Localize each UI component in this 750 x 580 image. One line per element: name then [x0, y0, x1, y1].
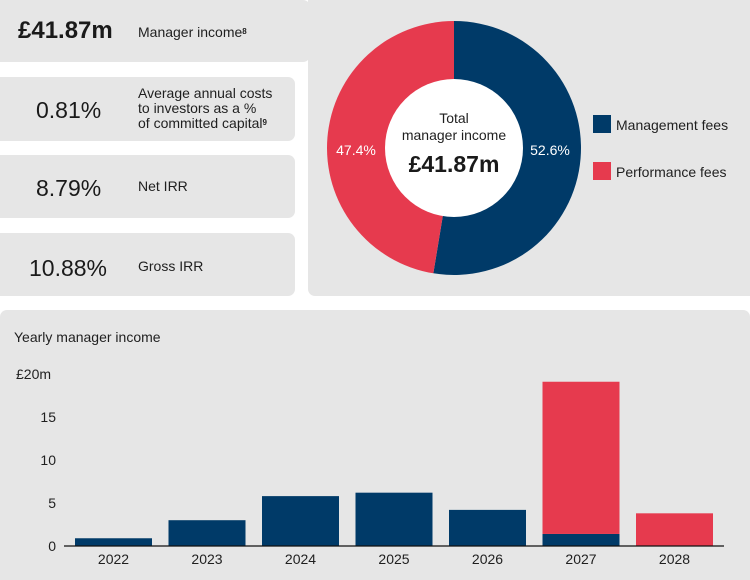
donut-center-value: £41.87m — [409, 151, 500, 177]
y-tick-label: £20m — [16, 366, 51, 382]
costs-value: 0.81% — [36, 97, 102, 123]
manager-income-label-text: Manager income — [138, 24, 243, 40]
slice-label-performance: 47.4% — [336, 142, 376, 158]
bar-2023-management — [168, 520, 246, 546]
x-tick-label-2025: 2025 — [378, 551, 409, 567]
costs-label-line-3: of committed capital9 — [138, 116, 272, 131]
manager-income-value: £41.87m — [18, 17, 113, 44]
bars — [75, 381, 713, 546]
net-irr-value: 8.79% — [36, 175, 102, 201]
donut-center-label-line-1: Total — [439, 110, 469, 126]
bar-2025-management — [355, 492, 433, 546]
bar-2026-management — [449, 509, 526, 546]
bar-chart-panel: Yearly manager income 0 5 10 15 £20m 2022 202… — [0, 310, 750, 580]
footnote-9: 9 — [262, 118, 267, 127]
x-tick-label-2027: 2027 — [565, 551, 596, 567]
x-axis-ticks: 2022 2023 2024 2025 2026 2027 2028 — [98, 551, 690, 567]
y-tick-label: 10 — [40, 452, 56, 468]
y-tick-label: 15 — [40, 409, 56, 425]
gross-irr-panel: 10.88% Gross IRR — [0, 233, 295, 296]
bar-2024-management — [262, 496, 339, 546]
costs-label: Average annual costs to investors as a %… — [138, 86, 272, 131]
net-irr-panel: 8.79% Net IRR — [0, 155, 295, 218]
donut-center-label-line-2: manager income — [402, 127, 506, 143]
legend-label-management: Management fees — [616, 117, 728, 133]
bar-2028-performance — [636, 513, 713, 546]
costs-label-line-2: to investors as a % — [138, 100, 257, 116]
manager-income-label: Manager income8 — [138, 25, 247, 40]
donut-panel: 52.6% 47.4% Total manager income £41.87m… — [308, 0, 750, 296]
gross-irr-value: 10.88% — [29, 255, 108, 281]
slice-label-management: 52.6% — [530, 142, 570, 158]
costs-panel: 0.81% Average annual costs to investors … — [0, 77, 295, 141]
manager-income-panel: £41.87m Manager income8 — [0, 0, 310, 62]
y-axis-ticks: 0 5 10 15 £20m — [16, 366, 56, 554]
x-tick-label-2024: 2024 — [285, 551, 316, 567]
bar-2027-performance — [542, 381, 620, 534]
legend-swatch-performance — [593, 162, 611, 180]
x-tick-label-2022: 2022 — [98, 551, 129, 567]
donut-hole — [385, 79, 523, 217]
net-irr-label: Net IRR — [138, 178, 188, 194]
bar-2022-management — [75, 538, 152, 546]
costs-label-line-3-text: of committed capital — [138, 115, 263, 131]
footnote-8: 8 — [242, 27, 247, 36]
x-tick-label-2028: 2028 — [659, 551, 690, 567]
donut-chart: 52.6% 47.4% Total manager income £41.87m… — [327, 21, 728, 275]
x-tick-label-2023: 2023 — [191, 551, 222, 567]
legend-swatch-management — [593, 115, 611, 133]
legend-label-performance: Performance fees — [616, 164, 727, 180]
gross-irr-label: Gross IRR — [138, 258, 204, 274]
y-tick-label: 0 — [48, 538, 56, 554]
costs-label-line-1: Average annual costs — [138, 85, 273, 101]
bar-2027-management — [542, 533, 620, 546]
bar-chart-title: Yearly manager income — [14, 329, 161, 345]
x-tick-label-2026: 2026 — [472, 551, 503, 567]
y-tick-label: 5 — [48, 495, 56, 511]
